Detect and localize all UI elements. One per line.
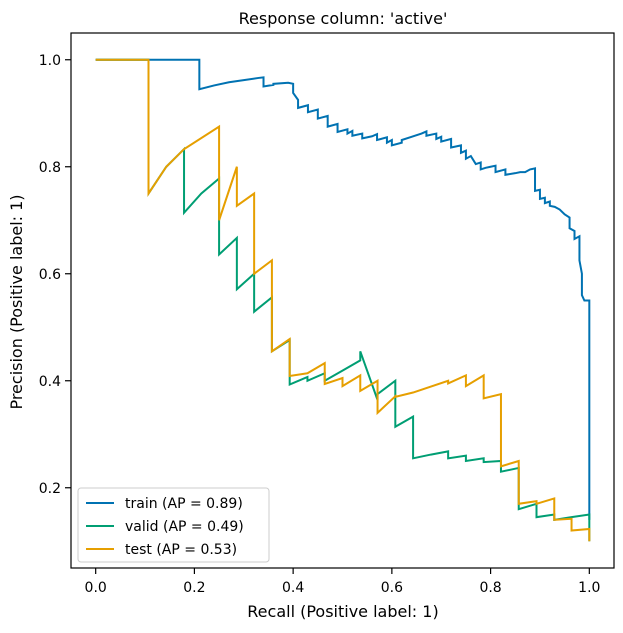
legend-box: [77, 487, 270, 563]
x-tick-label: 0.6: [381, 580, 403, 596]
plot-frame: [70, 32, 615, 569]
y-tick-label: 0.6: [39, 267, 61, 283]
x-tick-label: 0.2: [183, 580, 205, 596]
chart-title: Response column: 'active': [239, 9, 448, 28]
y-tick-label: 0.4: [39, 374, 61, 390]
y-tick-label: 0.2: [39, 481, 61, 497]
plot-area: 0.0 0.2 0.4 0.6 0.8 1.0 0.2 0.4 0.6 0.8 1.0: [39, 32, 615, 596]
y-axis-title: Precision (Positive label: 1): [7, 194, 26, 409]
legend-label-valid: valid (AP = 0.49): [125, 519, 244, 535]
series-line-train: [95, 58, 591, 520]
x-axis-title: Recall (Positive label: 1): [247, 602, 438, 621]
legend-label-test: test (AP = 0.53): [125, 542, 237, 558]
x-tick-label: 1.0: [578, 580, 600, 596]
x-tick-label: 0.4: [282, 580, 304, 596]
y-tick-label: 1.0: [39, 53, 61, 69]
legend: train (AP = 0.89) valid (AP = 0.49) test (…: [77, 487, 270, 563]
legend-label-train: train (AP = 0.89): [125, 496, 243, 512]
x-tick-label: 0.0: [85, 580, 107, 596]
series-line-test: [95, 58, 591, 542]
x-tick-label: 0.8: [479, 580, 501, 596]
y-tick-label: 0.8: [39, 160, 61, 176]
